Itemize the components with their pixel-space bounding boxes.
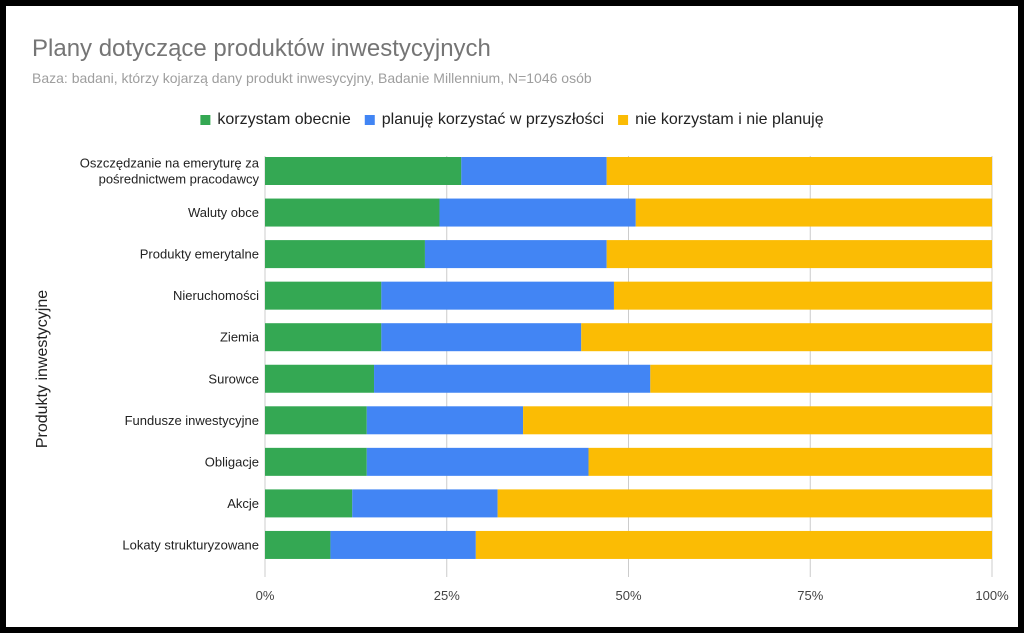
x-tick-label: 50% — [615, 588, 641, 603]
bar-segment — [352, 489, 498, 518]
legend-swatch — [618, 115, 629, 125]
category-labels: Oszczędzanie na emeryturę zapośrednictwe… — [80, 156, 260, 553]
bar-segment — [635, 198, 992, 227]
bar-segment — [613, 281, 992, 310]
bar-segment — [606, 240, 992, 269]
bar-segment — [265, 198, 440, 227]
category-label: Lokaty strukturyzowane — [122, 537, 259, 552]
category-label: Obligacje — [205, 454, 259, 469]
bar-segment — [461, 157, 607, 185]
category-label: Produkty emerytalne — [140, 247, 259, 262]
category-label: Oszczędzanie na emeryturę za — [80, 156, 260, 171]
category-label: pośrednictwem pracodawcy — [99, 172, 260, 187]
legend-label: planuję korzystać w przyszłości — [382, 111, 604, 128]
bar-segment — [381, 323, 582, 352]
x-tick-label: 100% — [975, 588, 1009, 603]
bar-segment — [366, 406, 524, 435]
bar-segment — [265, 323, 382, 352]
bar-segment — [588, 447, 992, 476]
bar-segment — [265, 157, 462, 185]
legend-label: nie korzystam i nie planuję — [635, 111, 824, 128]
chart-canvas: Plany dotyczące produktów inwestycyjnych… — [32, 35, 1009, 603]
x-tick-label: 0% — [256, 588, 275, 603]
bar-segment — [374, 364, 651, 393]
bar-segment — [439, 198, 636, 227]
chart-card: Plany dotyczące produktów inwestycyjnych… — [6, 6, 1018, 627]
bar-segment — [581, 323, 992, 352]
bar-segment — [265, 406, 367, 435]
bar-segment — [265, 530, 331, 559]
x-tick-label: 75% — [797, 588, 823, 603]
chart-title: Plany dotyczące produktów inwestycyjnych — [32, 35, 491, 62]
category-label: Waluty obce — [188, 205, 259, 220]
chart-legend: korzystam obecnie planuję korzystać w prz… — [200, 111, 824, 128]
bar-segment — [475, 530, 993, 559]
category-label: Akcje — [227, 496, 259, 511]
bar-segment — [366, 447, 589, 476]
x-tick-label: 25% — [434, 588, 460, 603]
category-label: Nieruchomości — [173, 288, 259, 303]
legend-label: korzystam obecnie — [217, 111, 350, 128]
bar-segment — [265, 281, 382, 310]
x-axis-ticks: 0% 25% 50% 75% 100% — [256, 588, 1009, 603]
bar-segment — [497, 489, 992, 518]
legend-item: nie korzystam i nie planuję — [618, 111, 824, 128]
bar-segment — [381, 281, 614, 310]
bar-segment — [265, 447, 367, 476]
bar-segment — [330, 530, 476, 559]
y-axis-title: Produkty inwestycyjne — [34, 290, 51, 448]
chart-subtitle: Baza: badani, którzy kojarzą dany produk… — [32, 70, 592, 86]
category-label: Ziemia — [220, 330, 260, 345]
category-label: Fundusze inwestycyjne — [125, 413, 259, 428]
legend-swatch — [200, 115, 211, 125]
bar-segment — [650, 364, 992, 393]
bar-segment — [265, 240, 425, 269]
bar-segment — [424, 240, 607, 269]
bars-area — [265, 157, 993, 559]
category-label: Surowce — [208, 371, 259, 386]
bar-segment — [523, 406, 992, 435]
bar-segment — [265, 364, 375, 393]
legend-item: korzystam obecnie — [200, 111, 351, 128]
legend-item: planuję korzystać w przyszłości — [364, 111, 604, 128]
legend-swatch — [364, 115, 375, 125]
bar-segment — [606, 157, 992, 185]
bar-segment — [265, 489, 353, 518]
